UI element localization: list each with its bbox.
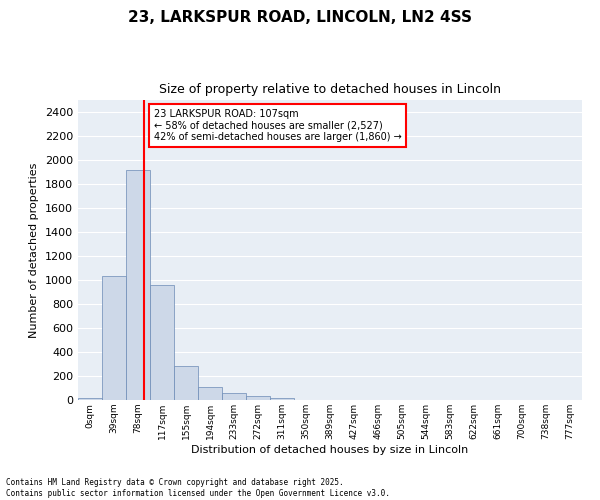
Title: Size of property relative to detached houses in Lincoln: Size of property relative to detached ho…	[159, 83, 501, 96]
Bar	[174, 366, 198, 400]
Bar	[78, 398, 102, 400]
Bar	[126, 170, 150, 400]
Bar	[270, 398, 294, 400]
Bar	[102, 276, 126, 400]
Text: Contains HM Land Registry data © Crown copyright and database right 2025.
Contai: Contains HM Land Registry data © Crown c…	[6, 478, 390, 498]
X-axis label: Distribution of detached houses by size in Lincoln: Distribution of detached houses by size …	[191, 444, 469, 454]
Bar	[222, 394, 246, 400]
Bar	[150, 285, 174, 400]
Bar	[246, 396, 270, 400]
Text: 23, LARKSPUR ROAD, LINCOLN, LN2 4SS: 23, LARKSPUR ROAD, LINCOLN, LN2 4SS	[128, 10, 472, 25]
Text: 23 LARKSPUR ROAD: 107sqm
← 58% of detached houses are smaller (2,527)
42% of sem: 23 LARKSPUR ROAD: 107sqm ← 58% of detach…	[154, 109, 401, 142]
Bar	[198, 387, 222, 400]
Y-axis label: Number of detached properties: Number of detached properties	[29, 162, 40, 338]
